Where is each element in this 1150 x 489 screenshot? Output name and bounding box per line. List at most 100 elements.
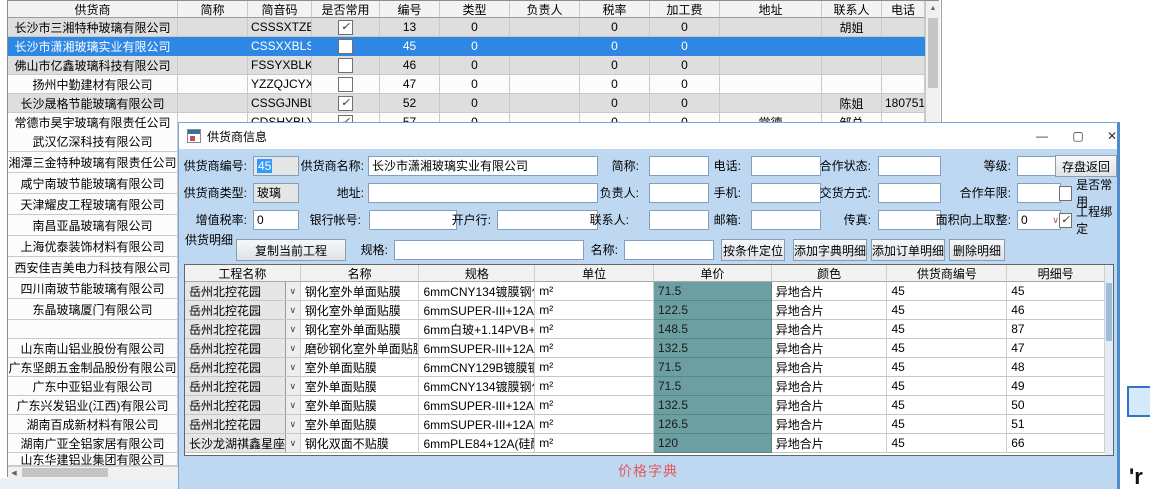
- col-header-abbr[interactable]: 简称: [178, 1, 248, 18]
- scroll-left-icon[interactable]: ◀: [11, 469, 17, 477]
- supplier-row[interactable]: 长沙晟格节能玻璃有限公司 CSSGJNBLYXGS ✓ 52 0 0 0 陈姐 …: [8, 94, 925, 113]
- dropdown-icon[interactable]: ∨: [284, 282, 300, 300]
- project-combo-cell[interactable]: 岳州北控花园 ∨: [185, 301, 301, 320]
- project-combo-cell[interactable]: 岳州北控花园 ∨: [185, 339, 301, 358]
- project-combo-cell[interactable]: 岳州北控花园 ∨: [185, 358, 301, 377]
- detail-row[interactable]: 岳州北控花园∨ 室外单面贴膜 6mmSUPER-III+12A(硅... m² …: [185, 396, 1106, 415]
- fax-field[interactable]: [878, 210, 941, 230]
- detail-row[interactable]: 岳州北控花园∨ 磨砂钢化室外单面贴膜 6mmSUPER-III+12A(硅...…: [185, 339, 1106, 358]
- supplier-row-selected[interactable]: 长沙市潇湘玻璃实业有限公司 CSSXXBLSY... 45 0 0 0: [8, 37, 925, 56]
- copy-current-project-button[interactable]: 复制当前工程: [236, 239, 346, 261]
- common-use-checkbox[interactable]: 是否常用: [1059, 178, 1117, 209]
- supplier-list-item[interactable]: 湘潭三金特种玻璃有限责任公司: [8, 152, 178, 173]
- mobile-field[interactable]: [751, 183, 821, 203]
- supplier-row[interactable]: 扬州中勤建材有限公司 YZZQJCYXGS 47 0 0 0: [8, 75, 925, 94]
- price-cell[interactable]: 71.5: [653, 377, 772, 396]
- delivery-field[interactable]: [878, 183, 941, 203]
- coop-years-field[interactable]: [1017, 183, 1061, 203]
- project-bind-checkbox[interactable]: ✓ 工程绑定: [1059, 205, 1113, 236]
- detail-row[interactable]: 岳州北控花园∨ 室外单面贴膜 6mmCNY129B镀膜钢化 m² 71.5 异地…: [185, 358, 1106, 377]
- dropdown-icon[interactable]: ∨: [284, 358, 300, 376]
- detail-row[interactable]: 岳州北控花园∨ 钢化室外单面贴膜 6mmSUPER-III+12A(硅... m…: [185, 301, 1106, 320]
- common-checkbox[interactable]: [338, 76, 353, 92]
- supplier-list-item[interactable]: [8, 320, 178, 339]
- email-field[interactable]: [751, 210, 821, 230]
- detail-col-detail-no[interactable]: 明细号: [1007, 265, 1105, 282]
- vertical-scrollbar[interactable]: ▲: [925, 1, 940, 122]
- horizontal-scrollbar[interactable]: ◀: [8, 466, 178, 479]
- project-combo-cell[interactable]: 岳州北控花园 ∨: [185, 415, 301, 434]
- common-checkbox[interactable]: ✓: [338, 19, 353, 35]
- detail-vertical-scrollbar[interactable]: [1105, 265, 1113, 455]
- maximize-button[interactable]: ▢: [1072, 129, 1084, 143]
- price-cell[interactable]: 148.5: [653, 320, 772, 339]
- vertical-scrollbar-thumb[interactable]: [928, 18, 938, 88]
- supplier-row[interactable]: 长沙市三湘特种玻璃有限公司 CSSSXTZBL... ✓ 13 0 0 0 胡姐: [8, 18, 925, 37]
- col-header-common[interactable]: 是否常用: [312, 1, 380, 18]
- supplier-list-item[interactable]: 东晶玻璃厦门有限公司: [8, 299, 178, 320]
- supplier-list-item[interactable]: 西安佳吉美电力科技有限公司: [8, 257, 178, 278]
- spec-filter-input[interactable]: [394, 240, 584, 260]
- project-combo-cell[interactable]: 长沙龙湖祺鑫星座 ∨: [185, 434, 301, 453]
- supplier-list-item[interactable]: 南昌亚晶玻璃有限公司: [8, 215, 178, 236]
- address-field[interactable]: [368, 183, 598, 203]
- phone-field[interactable]: [751, 156, 821, 176]
- contact-field[interactable]: [649, 210, 709, 230]
- scroll-up-icon[interactable]: ▲: [929, 5, 937, 12]
- dropdown-icon[interactable]: ∨: [284, 301, 300, 319]
- coop-status-field[interactable]: [878, 156, 941, 176]
- detail-col-unit[interactable]: 单位: [535, 265, 654, 282]
- supplier-list-item[interactable]: 山东华建铝业集团有限公司: [8, 453, 178, 466]
- col-header-code[interactable]: 简音码: [248, 1, 312, 18]
- dropdown-icon[interactable]: ∨: [284, 320, 300, 338]
- detail-col-color[interactable]: 颜色: [771, 265, 888, 282]
- dropdown-icon[interactable]: ∨: [284, 415, 300, 433]
- close-button[interactable]: ✕: [1106, 129, 1118, 143]
- supplier-list-item[interactable]: 山东南山铝业股份有限公司: [8, 339, 178, 358]
- abbr-field[interactable]: [649, 156, 709, 176]
- dropdown-icon[interactable]: ∨: [284, 339, 300, 357]
- supplier-list-item[interactable]: 湖南百成新材料有限公司: [8, 415, 178, 434]
- supplier-row[interactable]: 佛山市亿鑫玻璃科技有限公司 FSSYXBLKJ... 46 0 0 0: [8, 56, 925, 75]
- common-checkbox[interactable]: [338, 38, 353, 54]
- horizontal-scrollbar-thumb[interactable]: [22, 468, 108, 477]
- add-dictionary-detail-button[interactable]: 添加字典明细: [793, 239, 867, 261]
- detail-scrollbar-thumb[interactable]: [1106, 283, 1112, 341]
- name-filter-input[interactable]: [624, 240, 714, 260]
- area-round-combo[interactable]: 0 ∨: [1017, 210, 1061, 230]
- save-return-button[interactable]: 存盘返回: [1055, 155, 1117, 177]
- vat-field[interactable]: 0: [253, 210, 299, 230]
- add-order-detail-button[interactable]: 添加订单明细: [871, 239, 945, 261]
- project-combo-cell[interactable]: 岳州北控花园 ∨: [185, 320, 301, 339]
- col-header-addr[interactable]: 地址: [720, 1, 822, 18]
- project-combo-cell[interactable]: 岳州北控花园 ∨: [185, 396, 301, 415]
- project-combo-cell[interactable]: 岳州北控花园 ∨: [185, 377, 301, 396]
- detail-col-price[interactable]: 单价: [653, 265, 772, 282]
- detail-row[interactable]: 岳州北控花园∨ 钢化室外单面贴膜 6mm白玻+1.14PVB+6mm... m²…: [185, 320, 1106, 339]
- detail-col-supplier-no[interactable]: 供货商编号: [887, 265, 1008, 282]
- supplier-list-item[interactable]: 广东兴发铝业(江西)有限公司: [8, 396, 178, 415]
- col-header-type[interactable]: 类型: [440, 1, 510, 18]
- common-checkbox[interactable]: ✓: [338, 95, 353, 111]
- price-cell[interactable]: 126.5: [653, 415, 772, 434]
- project-combo-cell[interactable]: 岳州北控花园 ∨: [185, 282, 301, 301]
- supplier-list-item[interactable]: 武汉亿深科技有限公司: [8, 131, 178, 152]
- supplier-list-item[interactable]: 湖南广亚全铝家居有限公司: [8, 434, 178, 453]
- col-header-supplier[interactable]: 供货商: [8, 1, 178, 18]
- col-header-no[interactable]: 编号: [380, 1, 440, 18]
- dropdown-icon[interactable]: ∨: [284, 396, 300, 414]
- supplier-no-field[interactable]: 45: [253, 156, 299, 176]
- supplier-list-item[interactable]: 广东中亚铝业有限公司: [8, 377, 178, 396]
- price-cell[interactable]: 71.5: [653, 358, 772, 377]
- detail-col-spec[interactable]: 规格: [419, 265, 536, 282]
- supplier-list-item[interactable]: 四川南玻节能玻璃有限公司: [8, 278, 178, 299]
- col-header-manager[interactable]: 负责人: [510, 1, 580, 18]
- detail-row[interactable]: 岳州北控花园∨ 室外单面贴膜 6mmSUPER-III+12A(硅... m² …: [185, 415, 1106, 434]
- price-cell[interactable]: 120: [653, 434, 772, 453]
- supplier-list-item[interactable]: 天津耀皮工程玻璃有限公司: [8, 194, 178, 215]
- price-cell[interactable]: 122.5: [653, 301, 772, 320]
- bank-field[interactable]: [497, 210, 598, 230]
- dialog-titlebar[interactable]: 供货商信息 — ▢ ✕: [179, 123, 1117, 149]
- price-cell[interactable]: 132.5: [653, 396, 772, 415]
- supplier-name-field[interactable]: 长沙市潇湘玻璃实业有限公司: [368, 156, 598, 176]
